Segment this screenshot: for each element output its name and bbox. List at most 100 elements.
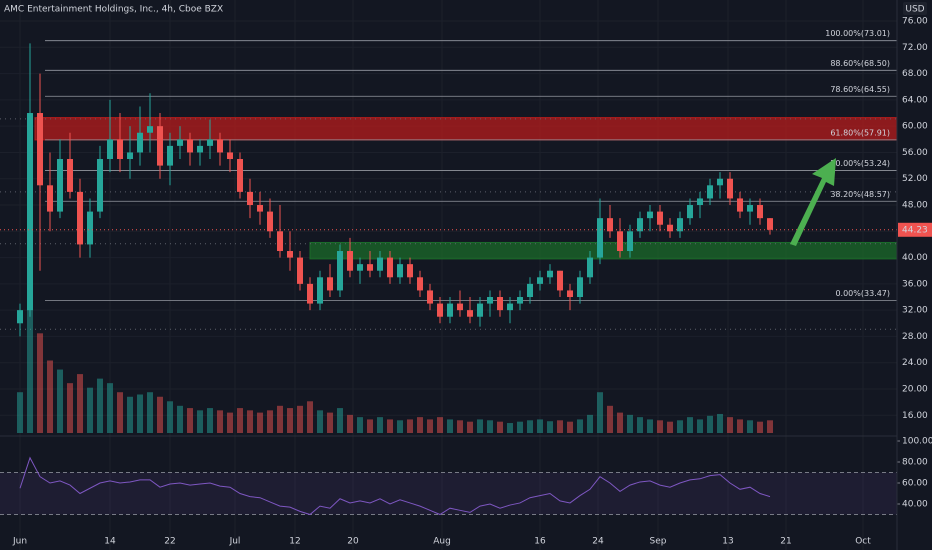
volume-bar — [707, 415, 713, 433]
x-tick-label: 14 — [104, 537, 116, 547]
candle-body — [667, 224, 673, 232]
volume-bar — [557, 420, 563, 433]
candle-body — [587, 257, 593, 278]
x-tick-label: Jun — [12, 537, 27, 547]
candle-body — [637, 218, 643, 232]
candle-body — [107, 139, 113, 160]
candle-body — [557, 270, 563, 291]
candle-body — [307, 283, 313, 304]
volume-bar — [97, 378, 103, 433]
volume-bar — [27, 297, 33, 433]
candle-body — [567, 290, 573, 298]
volume-bar — [727, 417, 733, 433]
candle-body — [87, 211, 93, 245]
candle-body — [67, 159, 73, 192]
x-tick-label: Oct — [855, 537, 871, 547]
x-tick-label: 13 — [722, 537, 733, 547]
volume-bar — [507, 423, 513, 433]
candle-body — [767, 218, 773, 230]
arrow — [790, 158, 836, 246]
volume-bar — [187, 408, 193, 433]
volume-bar — [647, 419, 653, 433]
volume-bar — [127, 396, 133, 433]
candle-body — [187, 139, 193, 153]
x-tick-label: 22 — [164, 537, 175, 547]
volume-bar — [497, 421, 503, 433]
volume-bar — [617, 412, 623, 433]
candle-body — [217, 139, 223, 153]
volume-bar — [437, 417, 443, 433]
y-tick-label: 56.00 — [902, 148, 928, 158]
volume-bar — [607, 405, 613, 433]
volume-bar — [407, 419, 413, 433]
volume-bar — [767, 420, 773, 433]
volume-bar — [267, 410, 273, 433]
chart-title: AMC Entertainment Holdings, Inc., 4h, Cb… — [4, 5, 223, 15]
fib-label: 88.60%(68.50) — [830, 59, 890, 68]
volume-bar — [167, 401, 173, 433]
candle-body — [137, 132, 143, 153]
y-tick-label: 40.00 — [902, 253, 928, 263]
candle-body — [177, 139, 183, 146]
candle-body — [647, 211, 653, 219]
volume-bar — [357, 417, 363, 433]
candle-body — [417, 277, 423, 291]
volume-bar — [277, 405, 283, 433]
y-tick-label: 20.00 — [902, 385, 928, 395]
candle-body — [377, 257, 383, 271]
volume-bar — [257, 412, 263, 433]
candle-body — [607, 218, 613, 232]
volume-bar — [627, 414, 633, 433]
candle-body — [277, 231, 283, 252]
candle-body — [37, 113, 43, 186]
currency-box — [903, 2, 927, 15]
fib-label: 0.00%(33.47) — [835, 289, 890, 298]
volume-bar — [417, 417, 423, 433]
candle-body — [737, 198, 743, 212]
candle-body — [317, 277, 323, 304]
volume-bar — [337, 408, 343, 433]
fib-label: 61.80%(57.91) — [830, 128, 890, 137]
volume-bar — [447, 419, 453, 433]
volume-bar — [427, 419, 433, 433]
volume-bar — [717, 413, 723, 433]
candle-body — [547, 270, 553, 278]
candle-body — [227, 152, 233, 160]
zone — [309, 241, 898, 260]
volume-bar — [197, 410, 203, 433]
volume-bar — [577, 419, 583, 433]
y-tick-label: 68.00 — [902, 69, 928, 79]
candle-body — [207, 139, 213, 146]
candle-body — [447, 303, 453, 317]
last-price-box — [898, 222, 932, 237]
volume-bar — [67, 383, 73, 433]
volume-bar — [757, 421, 763, 433]
candle-body — [267, 211, 273, 232]
candle-body — [117, 139, 123, 160]
volume-bar — [537, 419, 543, 433]
candle-body — [27, 113, 33, 311]
candle-body — [387, 257, 393, 278]
y-tick-label: 72.00 — [902, 43, 928, 53]
volume-bar — [307, 401, 313, 433]
x-tick-label: 16 — [534, 537, 546, 547]
candle-body — [717, 178, 723, 186]
volume-bar — [227, 412, 233, 433]
candle-body — [57, 159, 63, 212]
y-tick-label: 24.00 — [902, 358, 928, 368]
volume-bar — [737, 419, 743, 433]
volume-bar — [477, 419, 483, 433]
volume-bar — [377, 417, 383, 433]
volume-bar — [157, 396, 163, 433]
x-tick-label: 12 — [289, 537, 300, 547]
candle-body — [47, 185, 53, 212]
volume-bar — [597, 392, 603, 433]
candle-body — [747, 205, 753, 212]
candle-body — [437, 303, 443, 317]
volume-bar — [57, 369, 63, 433]
y-tick-label: 76.00 — [902, 17, 928, 27]
volume-bar — [677, 420, 683, 433]
candle-body — [467, 310, 473, 317]
y-tick-label: 48.00 — [902, 201, 928, 211]
